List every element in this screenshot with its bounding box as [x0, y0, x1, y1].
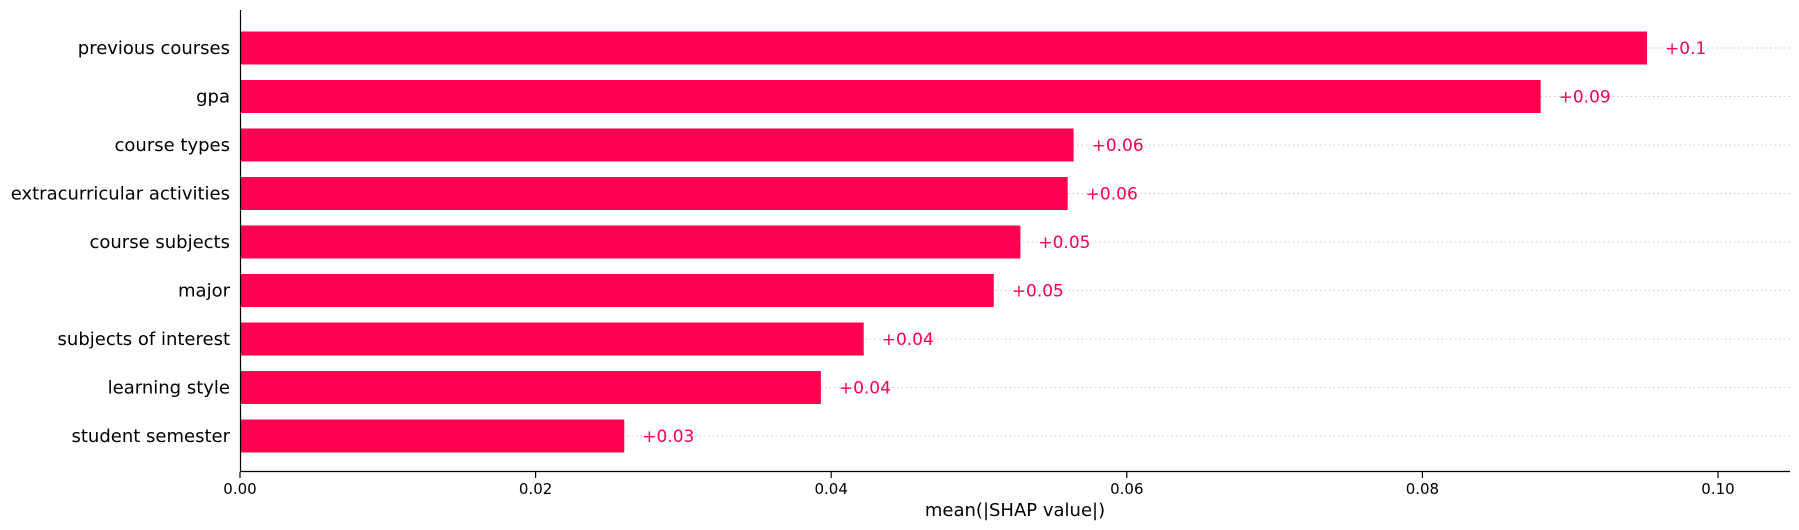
feature-label: learning style	[108, 378, 230, 399]
x-axis-title: mean(|SHAP value|)	[925, 500, 1105, 521]
feature-label: major	[178, 281, 231, 302]
value-label: +0.03	[642, 427, 694, 447]
x-tick-label: 0.02	[519, 480, 552, 498]
value-label: +0.05	[1012, 282, 1064, 302]
value-label: +0.09	[1559, 88, 1611, 108]
bar	[240, 274, 994, 307]
x-tick-label: 0.00	[223, 480, 256, 498]
value-label: +0.06	[1092, 136, 1144, 156]
x-tick-label: 0.08	[1406, 480, 1439, 498]
bar	[240, 31, 1648, 65]
bars-group	[240, 31, 1648, 453]
bar	[240, 371, 821, 404]
value-label: +0.06	[1086, 185, 1138, 205]
value-label: +0.05	[1038, 233, 1090, 253]
feature-label: extracurricular activities	[11, 184, 230, 205]
feature-label: course types	[115, 135, 230, 156]
feature-label: previous courses	[78, 38, 230, 59]
x-tick-label: 0.04	[814, 480, 847, 498]
bar	[240, 225, 1021, 259]
feature-label: student semester	[71, 426, 230, 447]
value-labels-group: +0.1 +0.09 +0.06 +0.06 +0.05 +0.05 +0.04 +0.04 +…	[642, 39, 1706, 447]
bar	[240, 419, 625, 453]
bar	[240, 177, 1068, 210]
feature-labels-group: previous courses gpa course types extracurr…	[11, 38, 231, 447]
x-tick-label: 0.06	[1110, 480, 1143, 498]
feature-label: subjects of interest	[58, 329, 230, 350]
feature-label: gpa	[196, 87, 230, 108]
x-tick-label: 0.10	[1701, 480, 1734, 498]
value-label: +0.1	[1665, 39, 1706, 59]
bar	[240, 322, 864, 356]
value-label: +0.04	[839, 379, 891, 399]
bar	[240, 80, 1541, 113]
feature-label: course subjects	[89, 232, 230, 253]
bar	[240, 128, 1074, 162]
x-ticks-group: 0.00 0.02 0.04 0.06 0.08 0.10	[223, 472, 1735, 498]
value-label: +0.04	[882, 330, 934, 350]
